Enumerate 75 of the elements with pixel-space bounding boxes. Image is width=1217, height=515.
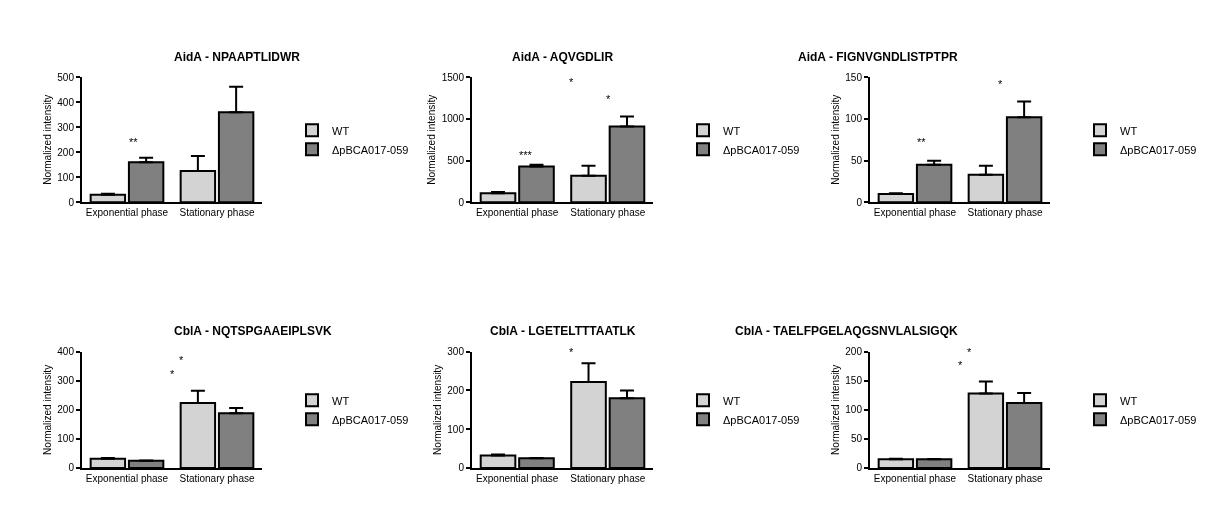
annotation: *	[170, 368, 175, 380]
x-tick-label: Stationary phase	[570, 207, 646, 219]
chart-title: AidA - FIGNVGNDLISTPTPR	[798, 50, 958, 64]
y-tick-label: 500	[447, 155, 465, 167]
chart-title: CblA - LGETELTTTAATLK	[490, 324, 636, 338]
y-tick-label: 100	[57, 433, 75, 445]
annotation: *	[998, 78, 1003, 90]
annotation: *	[958, 359, 963, 371]
legend-label: WT	[332, 394, 350, 407]
y-tick-label: 100	[845, 404, 863, 416]
legend-label: ΔpBCA017-059	[1120, 143, 1197, 156]
x-tick-label: Exponential phase	[85, 207, 169, 219]
legend-label: WT	[332, 124, 350, 137]
y-axis-title: Normalized intensity	[41, 364, 53, 455]
x-tick-label: Exponential phase	[873, 207, 957, 219]
y-tick-label: 150	[845, 375, 863, 387]
y-axis-title: Normalized intensity	[431, 364, 443, 455]
y-tick-label: 0	[856, 462, 863, 474]
legend-label: WT	[723, 394, 741, 407]
y-tick-label: 500	[57, 71, 75, 83]
legend-label: ΔpBCA017-059	[332, 413, 409, 426]
annotation: *	[569, 76, 574, 88]
y-tick-label: 200	[57, 404, 75, 416]
y-tick-label: 0	[458, 196, 465, 208]
x-tick-label: Stationary phase	[967, 207, 1043, 219]
y-tick-label: 50	[850, 433, 863, 445]
y-tick-label: 0	[68, 196, 75, 208]
y-tick-label: 200	[447, 384, 465, 396]
y-tick-label: 100	[57, 171, 75, 183]
chart-title: AidA - NPAAPTLIDWR	[174, 50, 301, 64]
y-tick-label: 0	[856, 196, 863, 208]
y-tick-label: 200	[57, 146, 75, 158]
annotation: *	[569, 346, 574, 358]
y-tick-label: 100	[845, 113, 863, 125]
legend-label: WT	[723, 124, 741, 137]
legend-label: ΔpBCA017-059	[723, 413, 800, 426]
y-tick-label: 200	[845, 346, 863, 358]
annotation: **	[129, 136, 139, 148]
y-tick-label: 50	[850, 155, 863, 167]
y-axis-title: Normalized intensity	[426, 94, 438, 185]
x-tick-label: Exponential phase	[85, 472, 169, 484]
x-tick-label: Exponential phase	[873, 472, 957, 484]
y-axis-title: Normalized intensity	[829, 364, 841, 455]
x-tick-label: Stationary phase	[179, 207, 255, 219]
legend-label: ΔpBCA017-059	[723, 143, 800, 156]
x-tick-label: Stationary phase	[179, 472, 255, 484]
y-tick-label: 400	[57, 346, 75, 358]
y-tick-label: 300	[447, 346, 465, 358]
legend-label: WT	[1120, 394, 1138, 407]
y-axis-title: Normalized intensity	[829, 94, 841, 185]
legend-label: ΔpBCA017-059	[332, 143, 409, 156]
y-tick-label: 1500	[441, 71, 465, 83]
y-tick-label: 300	[57, 375, 75, 387]
x-tick-label: Exponential phase	[476, 472, 559, 484]
annotation: *	[179, 354, 184, 366]
chart-title: CblA - TAELFPGELAQGSNVLALSIGQK	[735, 324, 958, 338]
legend-label: ΔpBCA017-059	[1120, 413, 1197, 426]
x-tick-label: Stationary phase	[967, 472, 1043, 484]
x-tick-label: Stationary phase	[570, 472, 646, 484]
y-tick-label: 300	[57, 121, 75, 133]
annotation: *	[967, 346, 972, 358]
annotation: ***	[519, 149, 533, 161]
legend-label: WT	[1120, 124, 1138, 137]
y-tick-label: 150	[845, 71, 863, 83]
y-tick-label: 100	[447, 423, 465, 435]
chart-title: CblA - NQTSPGAAEIPLSVK	[174, 324, 332, 338]
x-tick-label: Exponential phase	[476, 207, 559, 219]
y-tick-label: 0	[68, 462, 75, 474]
chart-title: AidA - AQVGDLIR	[512, 50, 614, 64]
y-tick-label: 0	[458, 462, 465, 474]
y-axis-title: Normalized intensity	[41, 94, 53, 185]
y-tick-label: 1000	[441, 113, 465, 125]
annotation: *	[606, 93, 611, 105]
annotation: **	[917, 136, 927, 148]
y-tick-label: 400	[57, 96, 75, 108]
